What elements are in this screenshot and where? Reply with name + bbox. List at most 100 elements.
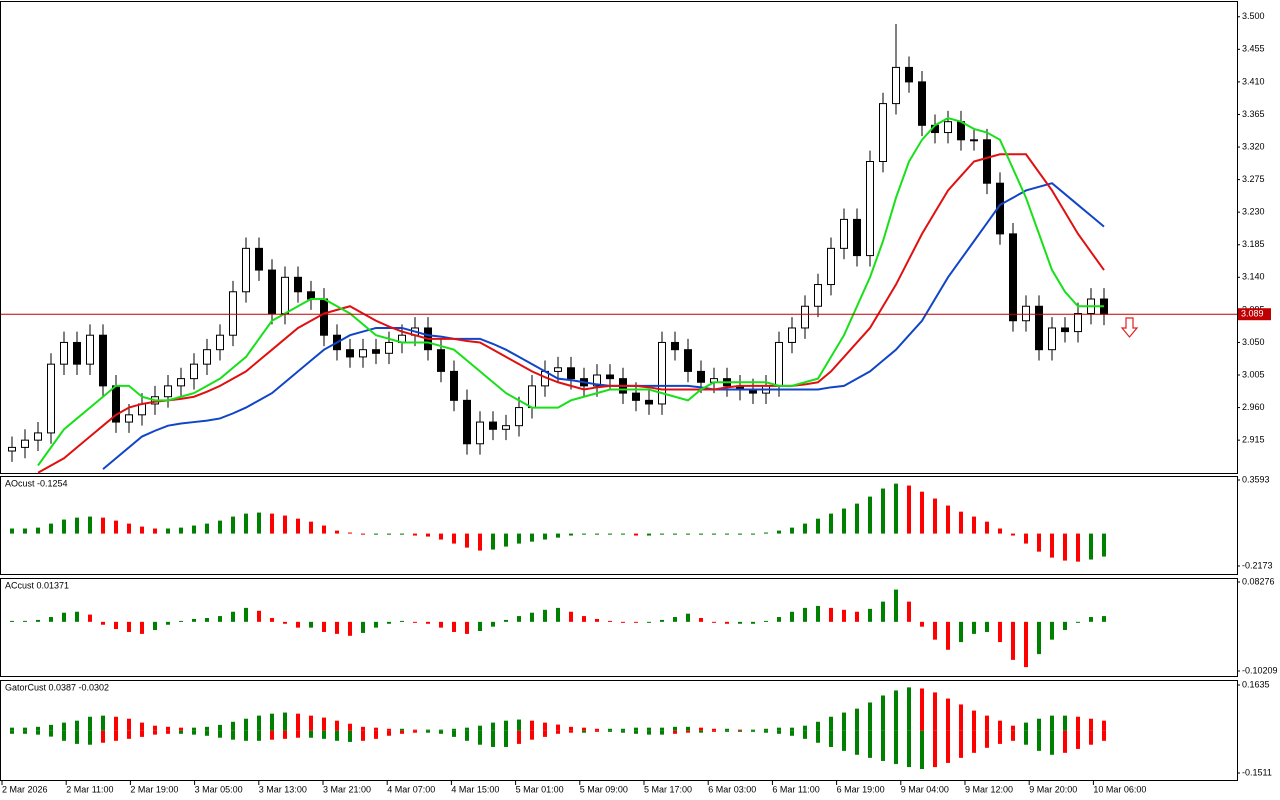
histogram-bar [153,528,157,534]
gator-bar [855,730,859,755]
histogram-bar [491,533,495,550]
histogram-bar [218,520,222,534]
candle-body [554,367,562,372]
gator-bar [777,730,781,734]
histogram-bar [413,621,417,623]
gator-bar [283,712,287,731]
candle-body [1009,233,1017,322]
gator-bar [465,730,469,741]
gator-bar [881,730,885,761]
histogram-bar [101,621,105,625]
histogram-bar [673,533,677,535]
y-tick-label: 0.08276 [1242,576,1275,586]
histogram-bar [855,611,859,622]
gator-bar [829,716,833,731]
gator-bar [777,727,781,731]
histogram-bar [257,512,261,534]
gator-bar [244,718,248,731]
gator-bar [140,730,144,737]
gator-bar [751,729,755,731]
candle-body [242,247,250,293]
histogram-bar [114,520,118,534]
histogram-bar [192,525,196,534]
gator-bar [504,730,508,747]
candle-body [788,327,796,343]
x-tick-label: 5 Mar 17:00 [644,784,692,794]
histogram-bar [868,496,872,534]
candle-body [515,407,523,427]
ac-frame [0,578,1238,677]
histogram-bar [660,619,664,622]
histogram-bar [504,533,508,547]
gator-bar [400,728,404,731]
gator-bar [803,730,807,739]
gator-bar [1037,718,1041,731]
y-tick-label: -0.2173 [1242,560,1273,570]
candle-body [216,334,224,351]
histogram-bar [790,527,794,534]
gator-bar [348,730,352,742]
histogram-bar [764,532,768,534]
histogram-bar [166,621,170,625]
gator-bar [868,730,872,758]
histogram-bar [920,491,924,534]
gator-bar [647,730,651,735]
gator-bar [1089,718,1093,731]
x-tick-label: 6 Mar 03:00 [708,784,756,794]
alligator-line [37,117,1104,467]
candle-body [801,305,809,329]
gator-bar [452,730,456,737]
gator-bar [751,730,755,732]
gator-bar [712,728,716,731]
candle-body [372,349,380,354]
histogram-bar [296,518,300,534]
gator-bar [673,726,677,731]
histogram-bar [803,607,807,622]
x-tick-label: 10 Mar 06:00 [1093,784,1146,794]
gator-bar [478,730,482,745]
y-tick-label: 3.230 [1242,207,1265,217]
histogram-bar [543,533,547,540]
gator-bar [699,727,703,731]
y-tick-label: 3.140 [1242,272,1265,282]
gator-bar [413,730,417,733]
candle-body [645,399,653,405]
gator-bar [920,688,924,731]
x-tick-label: 4 Mar 15:00 [451,784,499,794]
gator-bar [933,692,937,731]
gator-bar [907,730,911,768]
gator-bar [530,730,534,740]
gator-bar [998,720,1002,731]
x-tick-label: 4 Mar 07:00 [387,784,435,794]
histogram-bar [764,620,768,622]
histogram-bar [36,619,40,622]
candle-body [671,341,679,351]
gator-bar [868,702,872,731]
histogram-bar [621,621,625,623]
histogram-bar [1050,533,1054,558]
histogram-bar [803,523,807,534]
gator-bar [543,722,547,731]
gator-bar [1076,716,1080,731]
gator-bar [556,724,560,731]
histogram-bar [1102,533,1106,557]
histogram-bar [75,611,79,622]
gator-bar [634,727,638,731]
y-tick-label: -0.1511 [1242,767,1272,777]
gator-bar [803,725,807,731]
candle-body [827,247,835,286]
histogram-bar [465,533,469,548]
candle-body [307,291,315,300]
histogram-bar [309,621,313,628]
candle-body [957,121,965,141]
histogram-bar [127,621,131,632]
gator-bar [400,730,404,734]
histogram-bar [322,621,326,632]
gator-bar [309,730,313,738]
candle-body [99,334,107,387]
gator-bar [907,687,911,731]
histogram-bar [686,533,690,535]
candle-body [281,276,289,314]
gator-bar [920,730,924,770]
